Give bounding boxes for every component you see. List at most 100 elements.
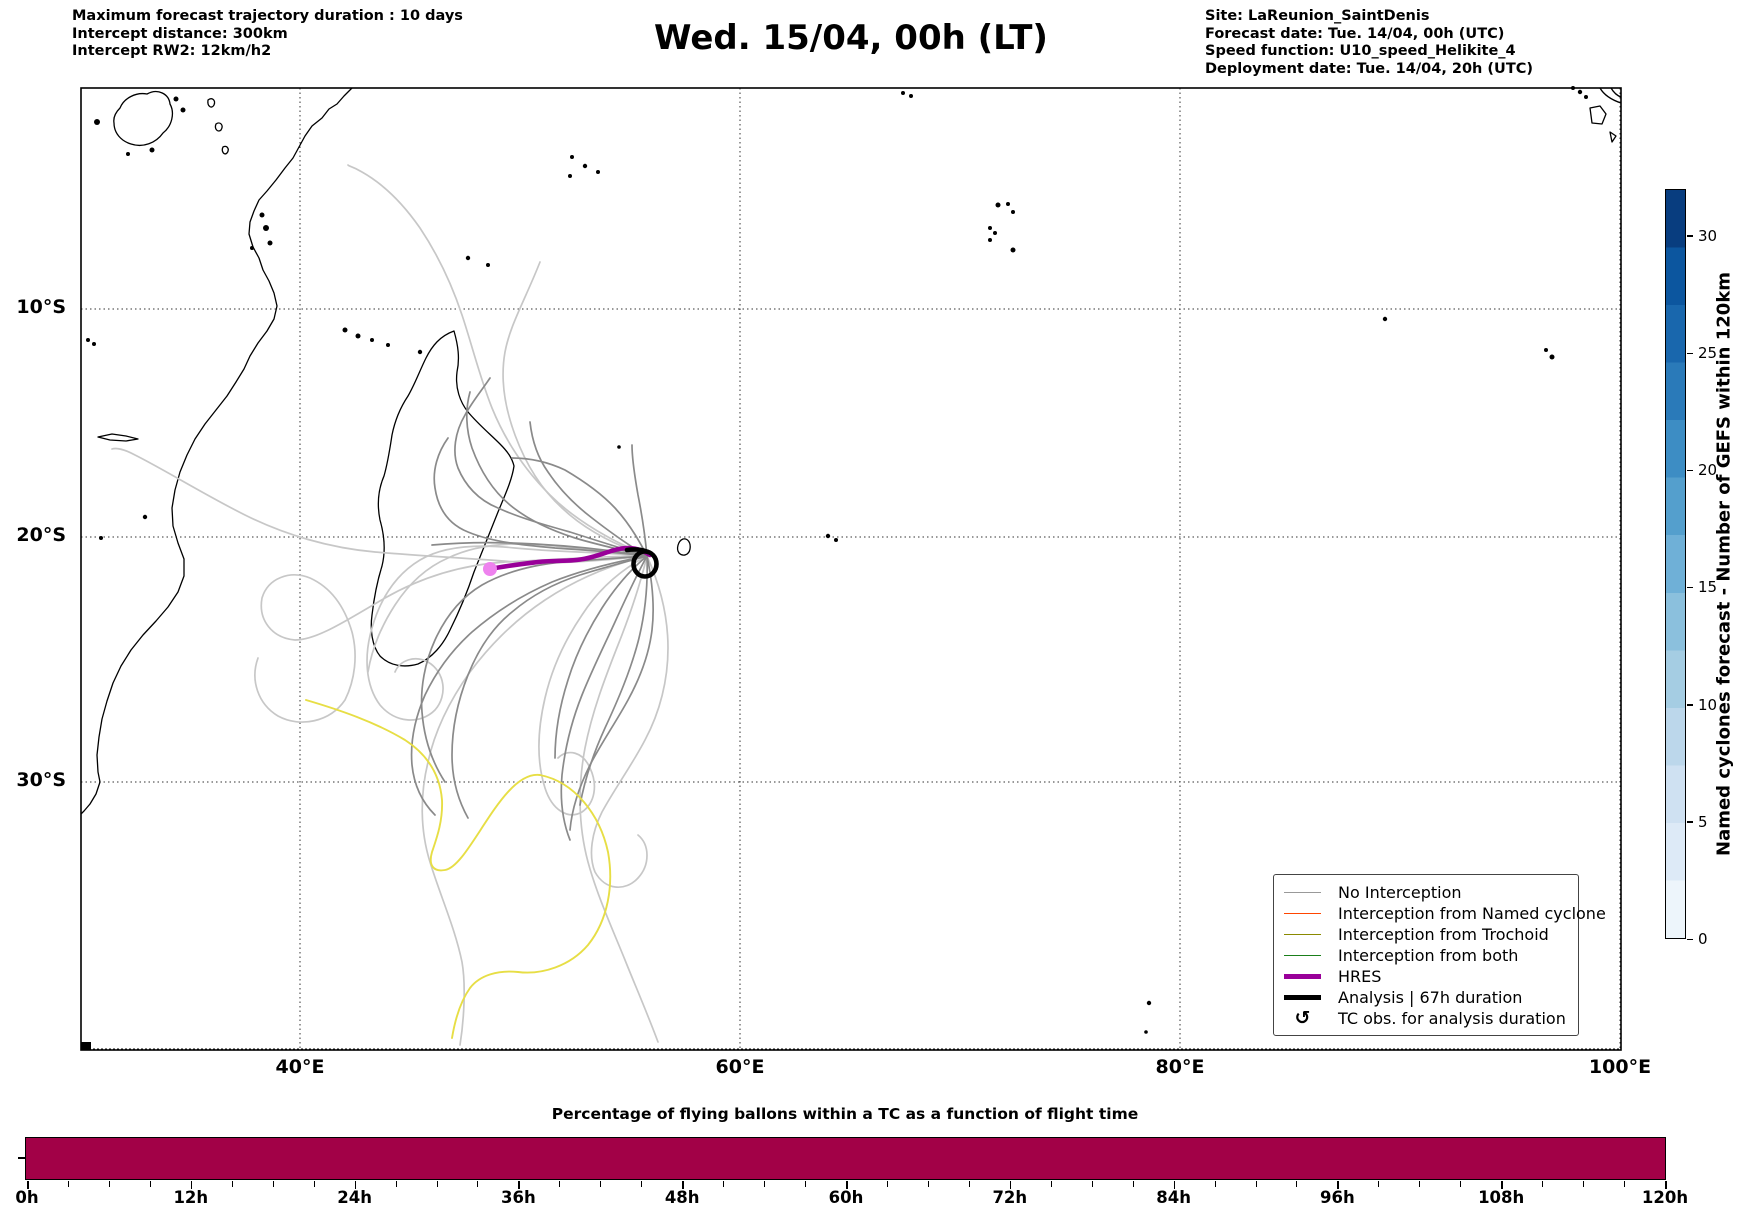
island-dot (1382, 316, 1388, 322)
colorbar-tick (1687, 938, 1693, 940)
bottom-chart-tick (886, 1181, 888, 1187)
lon-label: 40°E (275, 1056, 325, 1078)
legend-item: Interception from Named cyclone (1284, 903, 1606, 924)
trajectory-dark (511, 457, 648, 557)
bottom-chart-tick (108, 1181, 110, 1187)
island-dot (825, 533, 831, 539)
island-dot (1146, 1000, 1152, 1006)
colorbar-tick (1687, 235, 1693, 237)
trajectory-dark (631, 444, 648, 557)
bottom-chart-tick (1419, 1181, 1421, 1187)
trajectory-dark (451, 555, 648, 819)
bottom-chart-tick (1501, 1181, 1503, 1189)
bottom-chart-tick (968, 1181, 970, 1187)
island-dot (417, 349, 423, 355)
legend-line-sample (1284, 933, 1321, 936)
bottom-chart-tick (190, 1181, 193, 1189)
island-dot (1549, 354, 1555, 360)
colorbar-tick (1687, 352, 1693, 355)
island-dot (267, 240, 273, 246)
bottom-chart-ytick (18, 1157, 25, 1159)
bottom-chart-tick-label: 108h (1478, 1188, 1525, 1207)
colorbar-tick-label: 0 (1698, 930, 1708, 948)
bottom-chart-tick (1050, 1181, 1052, 1187)
coastline (221, 145, 229, 155)
bottom-chart-bar (25, 1137, 1666, 1180)
island-dot (617, 445, 621, 449)
legend-item: No Interception (1284, 882, 1570, 903)
legend-line-sample (1284, 912, 1321, 915)
island-dot (465, 255, 471, 261)
trajectory-dark (529, 421, 648, 557)
island-dot (370, 338, 374, 342)
colorbar-tick-label: 30 (1698, 226, 1718, 245)
legend-item-label: TC obs. for analysis duration (1338, 1009, 1566, 1028)
trajectory-dark (569, 555, 655, 831)
bottom-chart-tick (1173, 1181, 1176, 1189)
bottom-chart-tick-label: 72h (992, 1188, 1028, 1207)
colorbar-tick-label: 25 (1698, 344, 1718, 363)
bottom-chart-tick (682, 1181, 684, 1189)
bottom-chart-tick (272, 1181, 274, 1187)
bottom-chart-tick (1624, 1181, 1626, 1187)
bottom-chart-tick (723, 1181, 725, 1187)
page-title: Wed. 15/04, 00h (LT) (654, 18, 1048, 58)
island-dot (582, 163, 588, 169)
colorbar-tick (1687, 586, 1693, 589)
bottom-chart-tick-label: 24h (337, 1188, 372, 1207)
island-dot (901, 91, 905, 95)
lat-label: 20°S (16, 524, 66, 546)
island-dot (342, 327, 348, 333)
bottom-chart-tick (436, 1181, 438, 1187)
legend-item-label: Interception from both (1338, 946, 1519, 965)
coastline (1610, 87, 1622, 98)
trajectory-dark (579, 555, 649, 806)
trajectory-light (538, 555, 648, 816)
trajectory-light (367, 543, 648, 673)
bottom-chart-tick (1542, 1181, 1544, 1187)
header-left-params: Maximum forecast trajectory duration : 1… (72, 8, 463, 59)
colorbar-tick-label: 10 (1698, 695, 1718, 714)
legend-line-sample (1284, 995, 1321, 1000)
island-dot (94, 119, 100, 125)
legend-line-sample (1284, 974, 1321, 979)
coastline (80, 87, 353, 815)
bottom-chart-tick (518, 1181, 520, 1189)
legend-item-label: No Interception (1338, 883, 1462, 902)
colorbar-tick (1687, 704, 1693, 706)
island-dot (259, 212, 265, 218)
island-dot (909, 94, 913, 98)
map-frame (80, 87, 1622, 1051)
legend-item-label: Analysis | 67h duration (1338, 988, 1523, 1007)
island-dot (355, 333, 361, 339)
island-dot (386, 343, 390, 347)
coastline (113, 90, 174, 147)
island-dot (1584, 95, 1588, 99)
legend-item: Analysis | 67h duration (1284, 987, 1570, 1008)
island-dot (180, 107, 186, 113)
island-dot (834, 538, 838, 542)
legend-line-sample (1284, 954, 1321, 957)
island-dot (126, 152, 130, 156)
bottom-chart-tick (67, 1181, 69, 1187)
bottom-chart-tick (805, 1181, 807, 1187)
trajectory-trochoid (305, 699, 612, 1039)
island-dot (99, 536, 103, 540)
bottom-chart-tick (1009, 1181, 1012, 1189)
trajectory-light (502, 261, 648, 557)
bottom-chart-tick-label: 48h (664, 1188, 700, 1207)
trajectory-dark (466, 391, 648, 557)
bottom-chart-tick (27, 1181, 29, 1189)
bottom-chart-tick-label: 120h (1641, 1188, 1689, 1207)
bottom-chart-tick (764, 1181, 766, 1187)
island-dot (993, 231, 997, 235)
bottom-chart-tick-label: 60h (828, 1188, 864, 1207)
island-dot (1011, 210, 1015, 214)
island-dot (149, 147, 155, 153)
trajectory-light (347, 164, 648, 557)
island-dot (173, 96, 179, 102)
bottom-chart-tick (927, 1181, 929, 1187)
colorbar-tick (1687, 469, 1693, 472)
island-dot (86, 338, 90, 342)
